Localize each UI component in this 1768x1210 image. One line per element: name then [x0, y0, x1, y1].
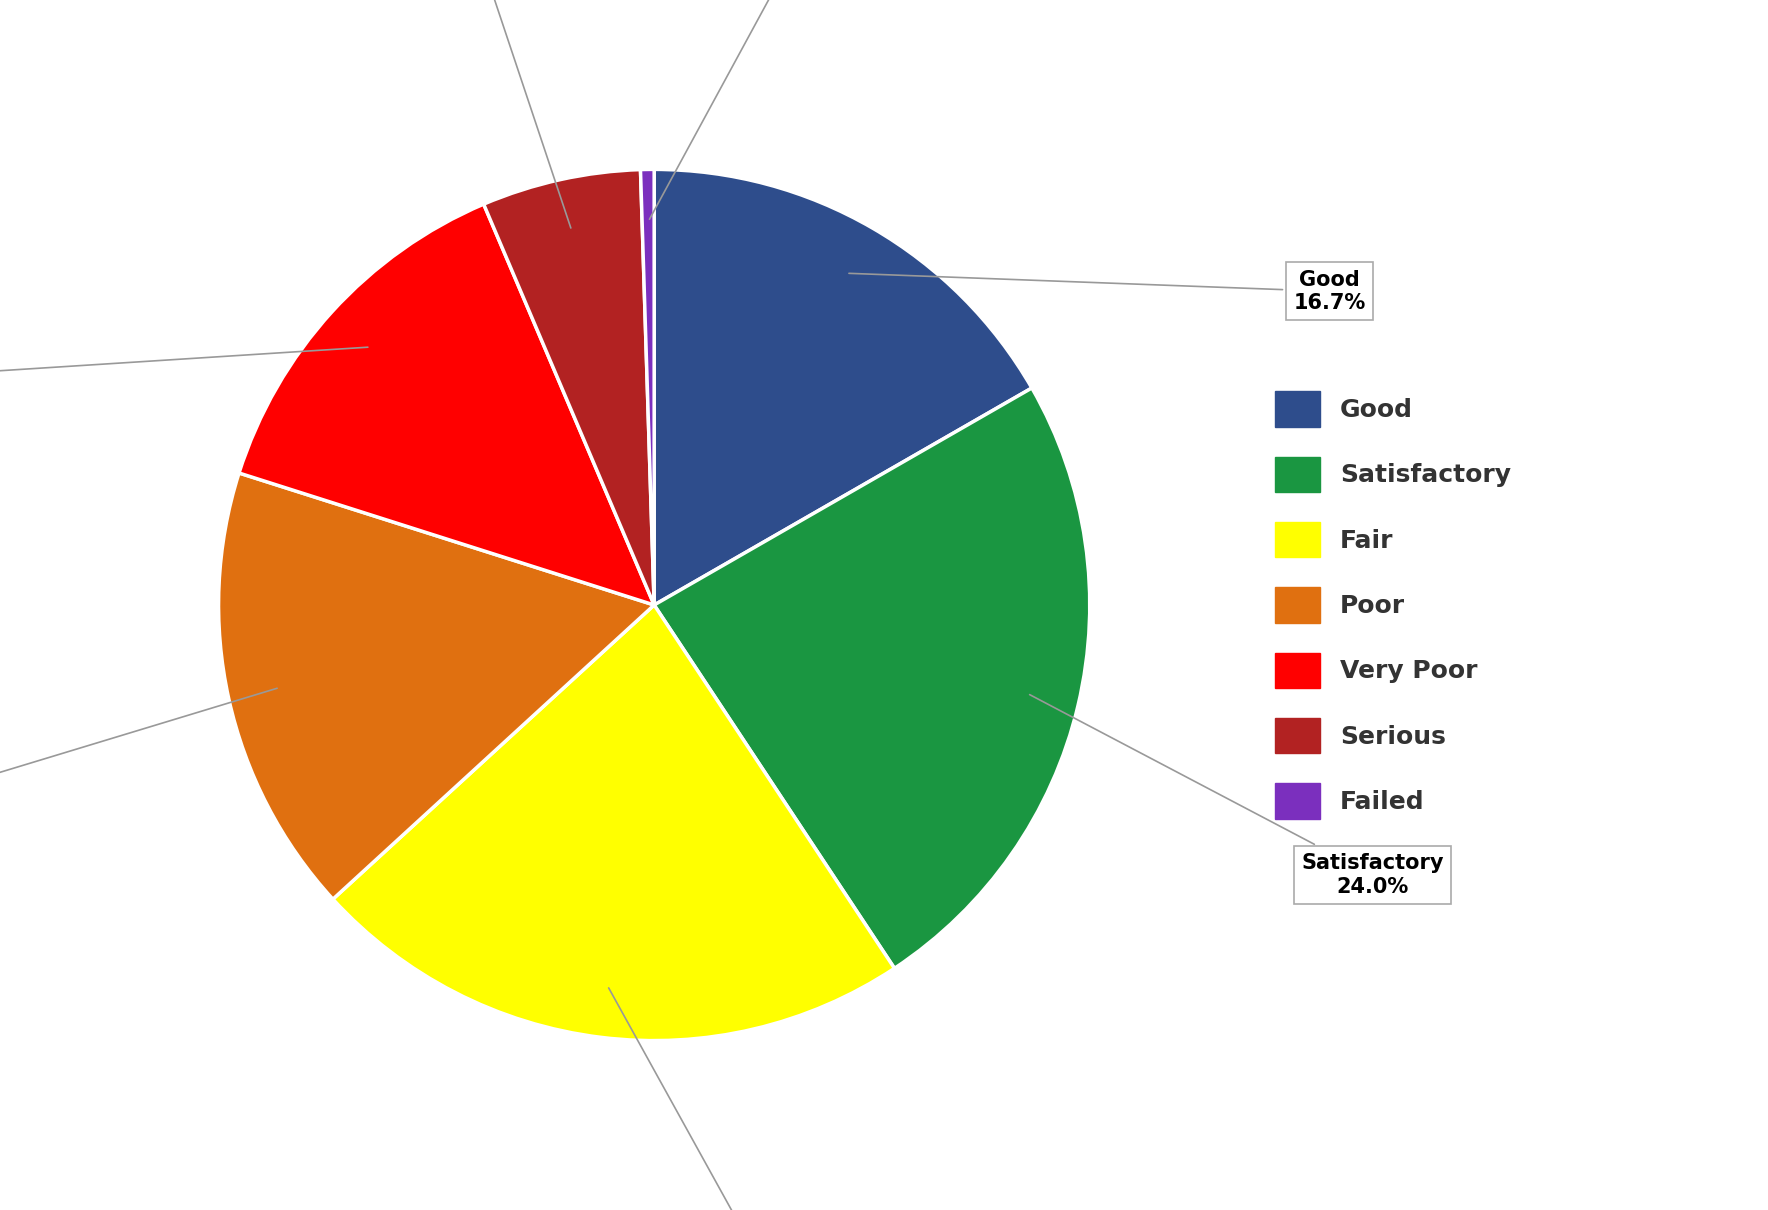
- Text: Failed
0.5%: Failed 0.5%: [649, 0, 842, 219]
- Text: Very Poor
13.7%: Very Poor 13.7%: [0, 347, 368, 401]
- Text: Satisfactory
24.0%: Satisfactory 24.0%: [1029, 695, 1444, 897]
- Wedge shape: [332, 605, 895, 1041]
- Text: Good
16.7%: Good 16.7%: [849, 270, 1365, 313]
- Wedge shape: [654, 169, 1033, 605]
- Wedge shape: [654, 388, 1089, 968]
- Wedge shape: [484, 169, 654, 605]
- Legend: Good, Satisfactory, Fair, Poor, Very Poor, Serious, Failed: Good, Satisfactory, Fair, Poor, Very Poo…: [1275, 391, 1512, 819]
- Text: Poor
16.7%: Poor 16.7%: [0, 688, 278, 809]
- Wedge shape: [640, 169, 654, 605]
- Wedge shape: [239, 204, 654, 605]
- Wedge shape: [219, 473, 654, 899]
- Text: Fair
22.5%: Fair 22.5%: [608, 987, 799, 1210]
- Text: Serious
5.9%: Serious 5.9%: [426, 0, 571, 227]
